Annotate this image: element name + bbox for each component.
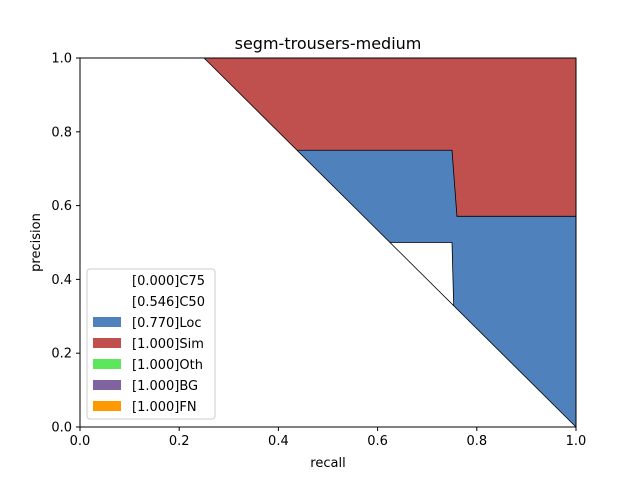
x-tick-label: 0.0 (70, 434, 91, 449)
legend-label: [1.000]BG (132, 379, 198, 394)
y-tick-label: 0.4 (51, 273, 72, 288)
x-tick-label: 1.0 (566, 434, 587, 449)
legend-label: [1.000]Oth (132, 358, 203, 373)
legend-swatch (93, 275, 121, 285)
legend-label: [1.000]FN (132, 400, 197, 415)
y-tick-label: 0.6 (51, 199, 72, 214)
y-tick-label: 1.0 (51, 52, 72, 67)
legend-swatch (93, 380, 121, 390)
x-tick-label: 0.6 (367, 434, 388, 449)
x-axis-label: recall (310, 456, 345, 471)
y-tick-label: 0.8 (51, 125, 72, 140)
legend-swatch (93, 401, 121, 411)
legend-swatch (93, 296, 121, 306)
legend-swatch (93, 338, 121, 348)
legend-label: [0.770]Loc (132, 316, 201, 331)
x-tick-label: 0.2 (169, 434, 190, 449)
legend-label: [1.000]Sim (132, 337, 204, 352)
legend-label: [0.000]C75 (132, 274, 205, 289)
y-axis-label: precision (29, 213, 44, 272)
y-ticks: 0.0 0.2 0.4 0.6 0.8 1.0 (51, 52, 80, 436)
x-ticks: 0.0 0.2 0.4 0.6 0.8 1.0 (70, 427, 587, 449)
y-tick-label: 0.0 (51, 421, 72, 436)
x-tick-label: 0.4 (268, 434, 289, 449)
x-tick-label: 0.8 (466, 434, 487, 449)
legend-swatch (93, 359, 121, 369)
legend: [0.000]C75 [0.546]C50 [0.770]Loc [1.000]Sim… (86, 268, 216, 420)
y-tick-label: 0.2 (51, 347, 72, 362)
chart-title: segm-trousers-medium (235, 34, 422, 53)
legend-label: [0.546]C50 (132, 295, 205, 310)
plot-frame (79, 57, 577, 428)
legend-swatch (93, 317, 121, 327)
